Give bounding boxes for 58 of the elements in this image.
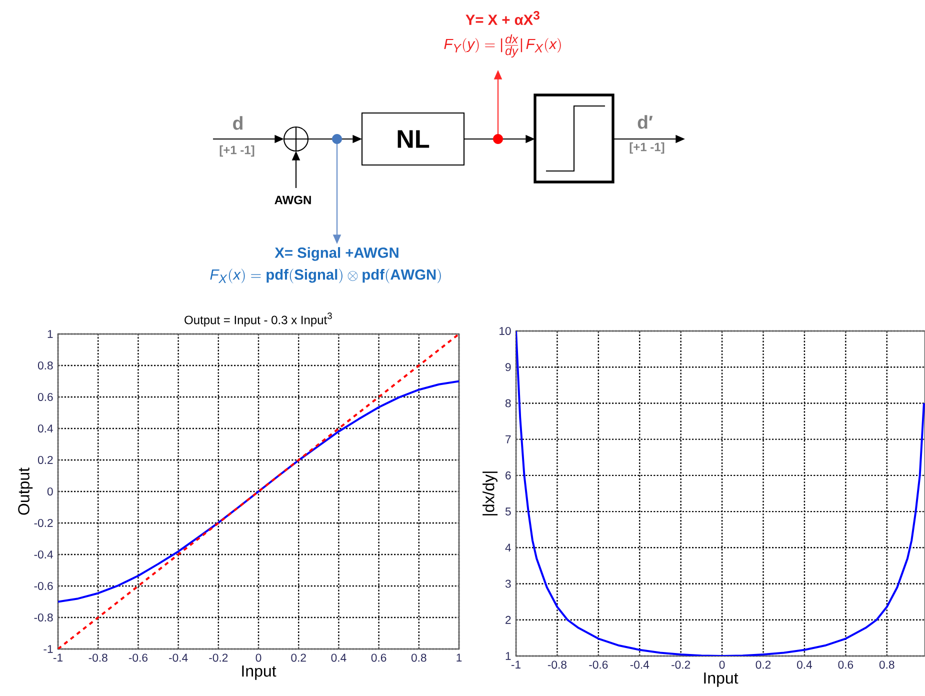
y-tick-label: 10 xyxy=(500,326,511,335)
x-tick-label: 0 xyxy=(719,660,725,669)
y-tick-label: -0.6 xyxy=(34,582,53,590)
y-tick-label: -0.2 xyxy=(34,518,53,527)
x-tick-label: 0.6 xyxy=(838,660,854,669)
y-tick-label: 1 xyxy=(48,330,53,338)
chart-title: Output = Input - 0.3 x Input$^{3}$ xyxy=(184,312,332,327)
y-tick-label: -0.4 xyxy=(34,550,53,558)
x-tick-label: -0.6 xyxy=(128,654,148,662)
x-tick-label: -0.8 xyxy=(548,660,566,669)
text: d′ xyxy=(638,115,653,129)
x-tick-label: 0.4 xyxy=(797,660,812,669)
x-tick-label: 0.2 xyxy=(291,654,306,662)
x-tick-label: 0.6 xyxy=(371,654,386,662)
x-tick-label: -0.6 xyxy=(589,660,608,669)
x-tick-label: 0.4 xyxy=(331,654,346,662)
x-tick-label: -0.8 xyxy=(88,654,108,662)
y-tick-label: 0.6 xyxy=(38,392,53,401)
line-series xyxy=(58,380,459,603)
x-tick-label: -0.2 xyxy=(209,654,228,662)
y-axis-title: Output xyxy=(18,468,33,515)
y-tick-label: 5 xyxy=(505,508,511,516)
text: [+1 -1] xyxy=(220,145,254,157)
x-tick-label: 0.2 xyxy=(756,660,771,669)
x-tick-label: 0.8 xyxy=(879,660,894,669)
y-tick-label: 0 xyxy=(47,487,53,496)
x-axis-title: Input xyxy=(704,672,738,687)
y-tick-label: 7 xyxy=(506,435,511,444)
text: $F_X(x) = \mathbf{pdf(Signal)} \otimes \mathbf{pdf(AWGN)}$ xyxy=(210,268,441,284)
text: $F_Y(y) = |\frac{dx}{dy}|\, F_X(x)$ xyxy=(444,34,561,58)
y-axis-title: |dx/dy| xyxy=(482,472,498,516)
text: [+1 -1] xyxy=(630,142,664,154)
y-tick-label: 0.8 xyxy=(38,361,53,370)
x-tick-label: 1 xyxy=(456,654,462,662)
y-tick-label: 3 xyxy=(505,580,511,588)
y-tick-label: 6 xyxy=(506,471,511,480)
text: d xyxy=(233,116,242,130)
x-tick-label: 0.8 xyxy=(411,654,426,662)
y-tick-label: -0.8 xyxy=(34,613,53,622)
x-tick-label: -0.2 xyxy=(672,660,690,669)
x-tick-label: -1 xyxy=(53,654,62,662)
line-series xyxy=(516,330,925,656)
y-tick-label: 8 xyxy=(505,399,511,408)
x-tick-label: -0.4 xyxy=(169,654,188,662)
y-tick-label: -1 xyxy=(44,645,53,653)
text: AWGN xyxy=(274,196,311,204)
text: Y= X + αX$^{3}$ xyxy=(466,11,540,25)
x-tick-label: -0.4 xyxy=(630,660,650,669)
y-tick-label: 2 xyxy=(506,616,511,624)
x-axis-title: Input xyxy=(242,666,276,680)
text: X= Signal +AWGN xyxy=(274,247,398,261)
y-tick-label: 0.4 xyxy=(38,424,53,432)
y-tick-label: 9 xyxy=(506,363,511,372)
text: NL xyxy=(398,130,430,148)
y-tick-label: 4 xyxy=(505,544,511,552)
x-tick-label: -1 xyxy=(511,660,520,668)
x-tick-label: 0 xyxy=(256,654,262,662)
y-tick-label: 0.2 xyxy=(38,456,53,464)
